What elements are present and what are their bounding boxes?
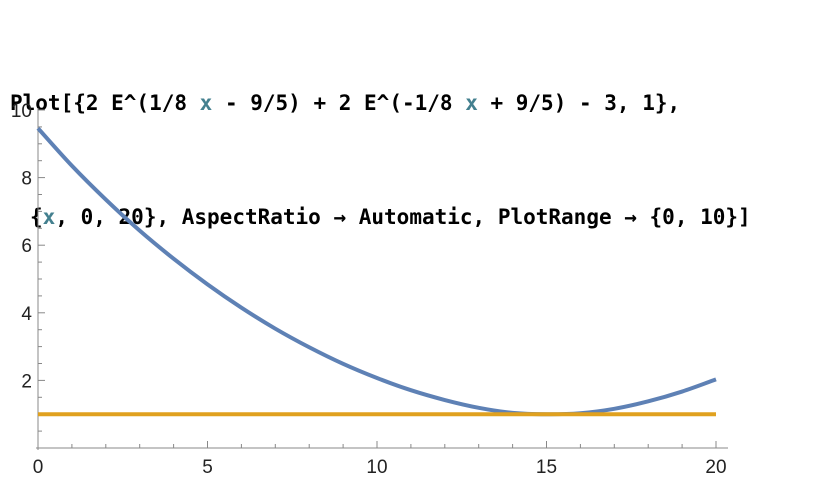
x-tick-label: 10 xyxy=(366,457,387,478)
y-tick-label: 2 xyxy=(21,371,32,392)
x-tick-label: 15 xyxy=(536,457,557,478)
code-variable-x: x xyxy=(465,91,478,115)
y-tick-label: 10 xyxy=(11,101,32,122)
y-tick-label: 6 xyxy=(21,236,32,257)
code-variable-x: x xyxy=(42,205,56,229)
series-line-1 xyxy=(36,126,717,417)
code-text: - 9/5) + 2 E^(-1/8 xyxy=(212,91,466,115)
input-line-2: {x, 0, 20}, AspectRatio → Automatic, Plo… xyxy=(10,198,751,236)
x-tick-label: 5 xyxy=(202,457,213,478)
input-cell[interactable]: Plot[{2 E^(1/8 x - 9/5) + 2 E^(-1/8 x + … xyxy=(10,8,751,274)
code-text: + 9/5) - 3, 1}, xyxy=(477,91,681,115)
y-tick-label: 8 xyxy=(21,169,32,190)
x-tick-label: 0 xyxy=(33,457,44,478)
code-variable-x: x xyxy=(199,91,213,115)
x-tick-label: 20 xyxy=(705,457,726,478)
code-text: , 0, 20}, AspectRatio → Automatic, PlotR… xyxy=(55,205,751,229)
code-text: Plot[{2 E^(1/8 xyxy=(10,91,200,115)
input-line-1: Plot[{2 E^(1/8 x - 9/5) + 2 E^(-1/8 x + … xyxy=(10,84,751,122)
y-tick-label: 4 xyxy=(21,304,32,325)
